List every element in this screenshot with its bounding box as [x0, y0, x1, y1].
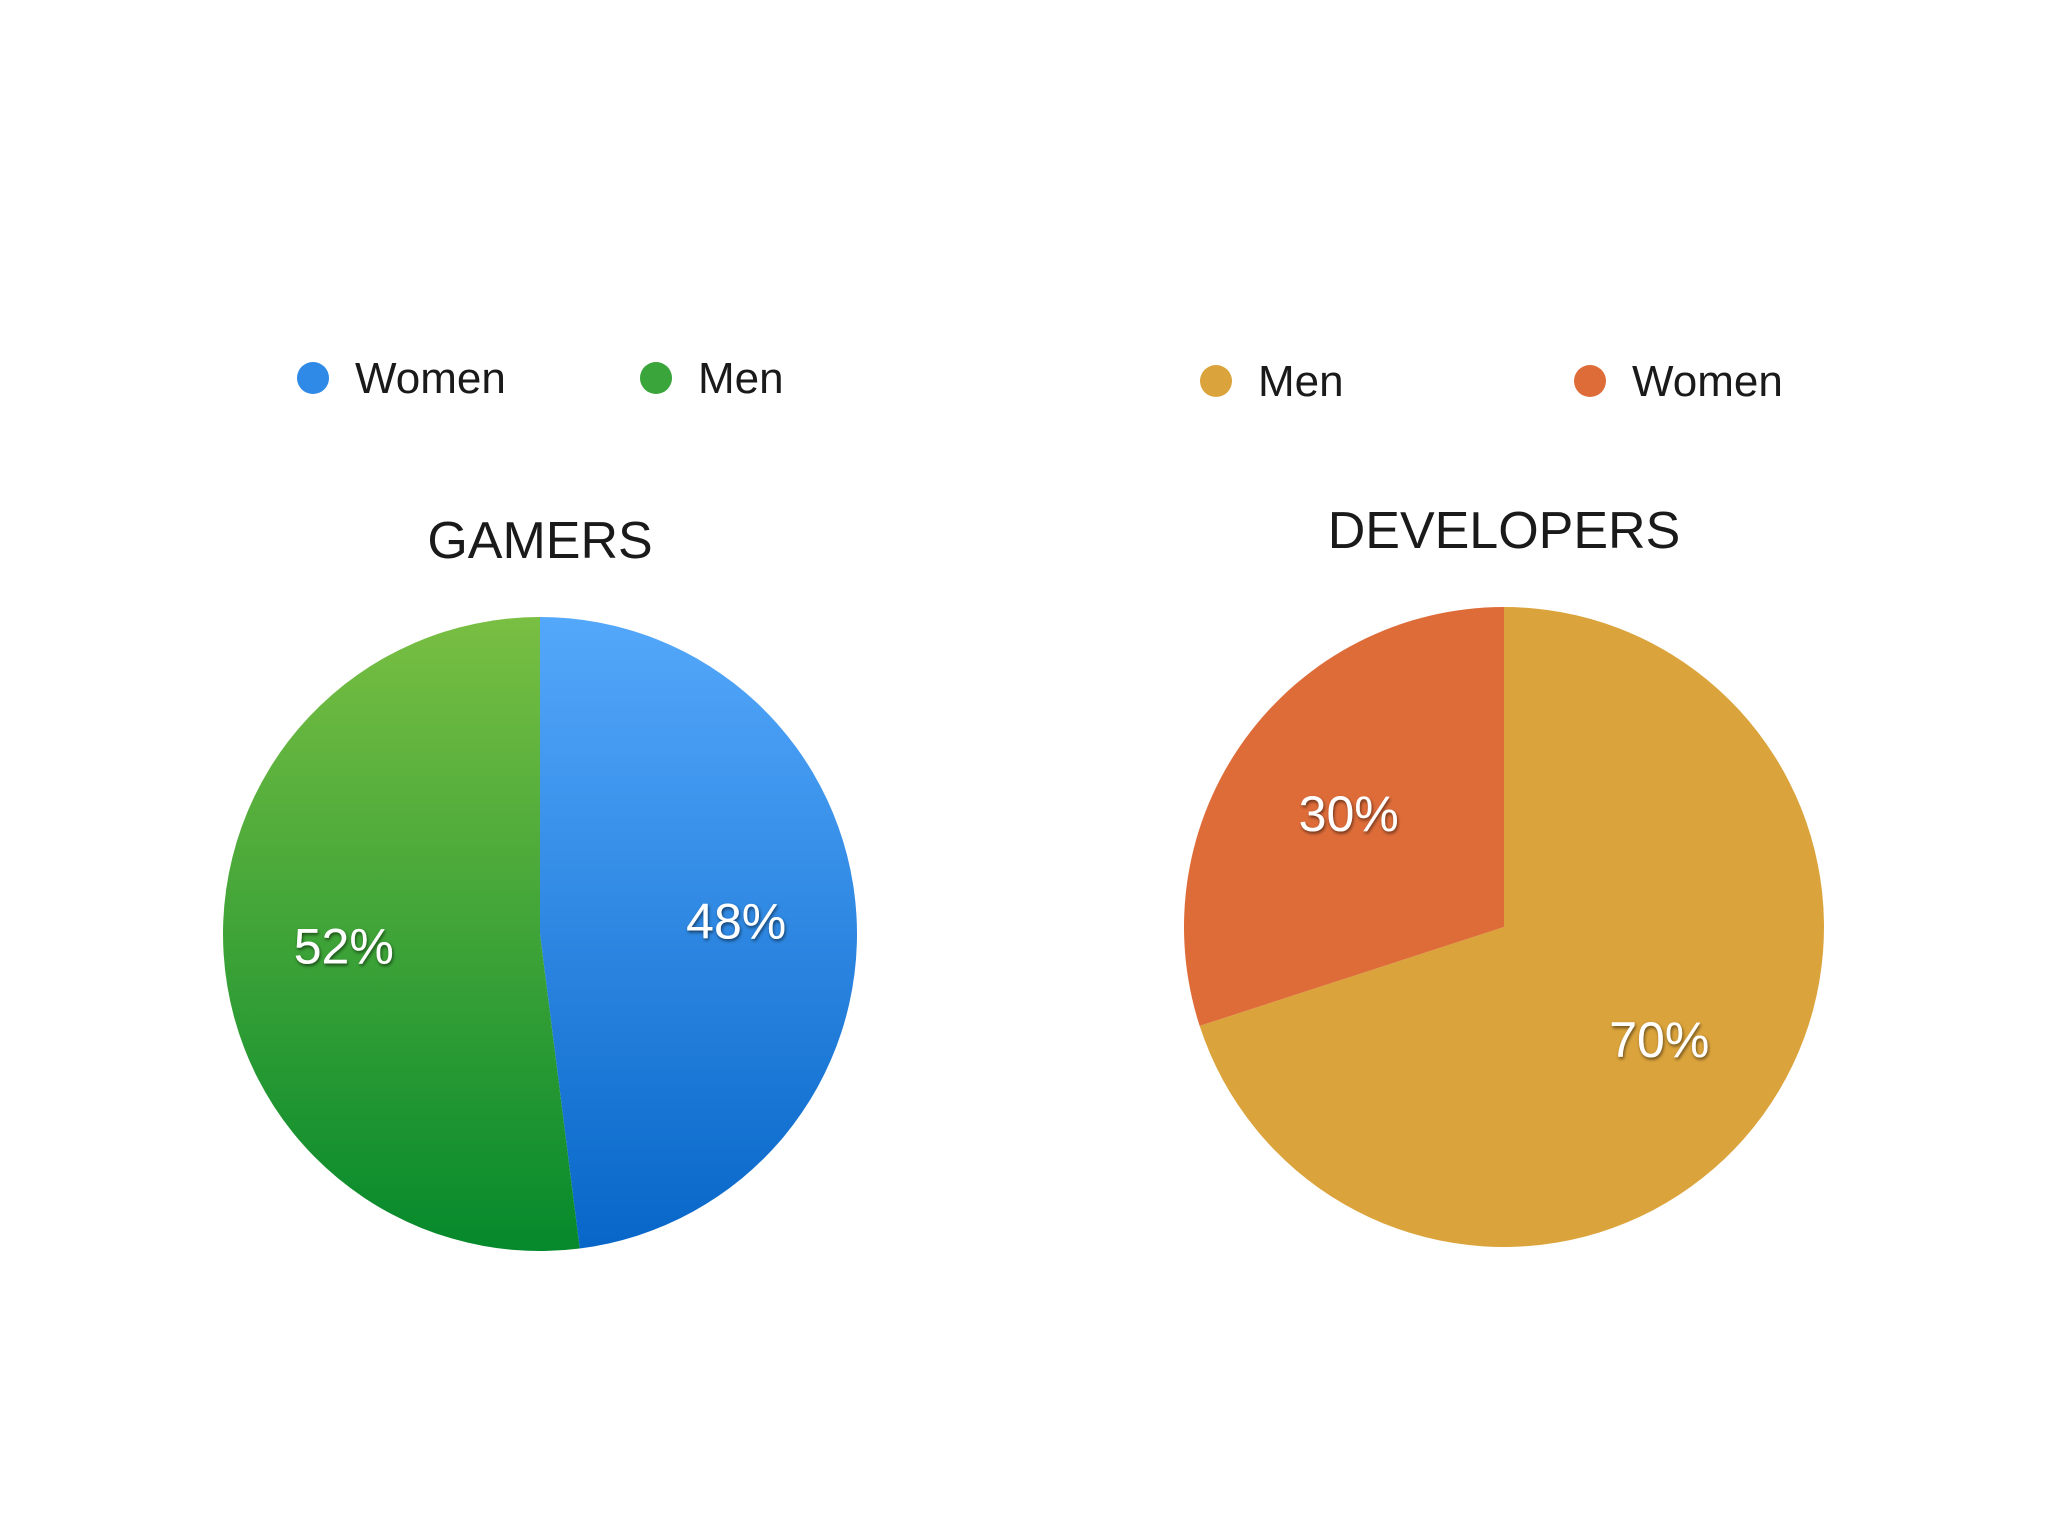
gamers-legend-women-swatch — [297, 362, 329, 394]
developers-legend-item-women: Women — [1574, 357, 1783, 406]
gamers-slice-women — [540, 617, 857, 1249]
gamers-legend-item-men: Men — [640, 354, 784, 403]
gamers-pie: 48% 52% — [222, 617, 857, 1251]
gamers-slice-label-women: 48% — [686, 894, 786, 950]
gamers-slice-men — [222, 617, 580, 1251]
developers-slice-label-women: 30% — [1299, 786, 1399, 842]
developers-legend: Men Women — [1200, 357, 1783, 406]
developers-legend-men-label: Men — [1258, 357, 1344, 406]
developers-slice-label-men: 70% — [1609, 1012, 1709, 1068]
developers-slice-women — [1183, 607, 1504, 1026]
developers-legend-men-swatch — [1200, 365, 1232, 397]
gamers-legend: Women Men — [297, 354, 784, 403]
gamers-legend-men-label: Men — [698, 354, 784, 403]
gamers-chart-title: GAMERS — [427, 512, 652, 570]
developers-pie: 70% 30% — [1183, 607, 1824, 1247]
gamers-slice-label-men: 52% — [294, 918, 394, 974]
developers-legend-item-men: Men — [1200, 357, 1344, 406]
gamers-legend-men-swatch — [640, 362, 672, 394]
gamers-chart: Women Men GAMERS 48% 52% — [222, 354, 857, 1251]
gamers-legend-item-women: Women — [297, 354, 506, 403]
developers-chart: Men Women DEVELOPERS 70% 30% — [1183, 357, 1824, 1247]
gamers-legend-women-label: Women — [355, 354, 506, 403]
developers-legend-women-swatch — [1574, 365, 1606, 397]
developers-legend-women-label: Women — [1632, 357, 1783, 406]
developers-slice-men — [1199, 607, 1824, 1247]
developers-chart-title: DEVELOPERS — [1328, 502, 1681, 560]
